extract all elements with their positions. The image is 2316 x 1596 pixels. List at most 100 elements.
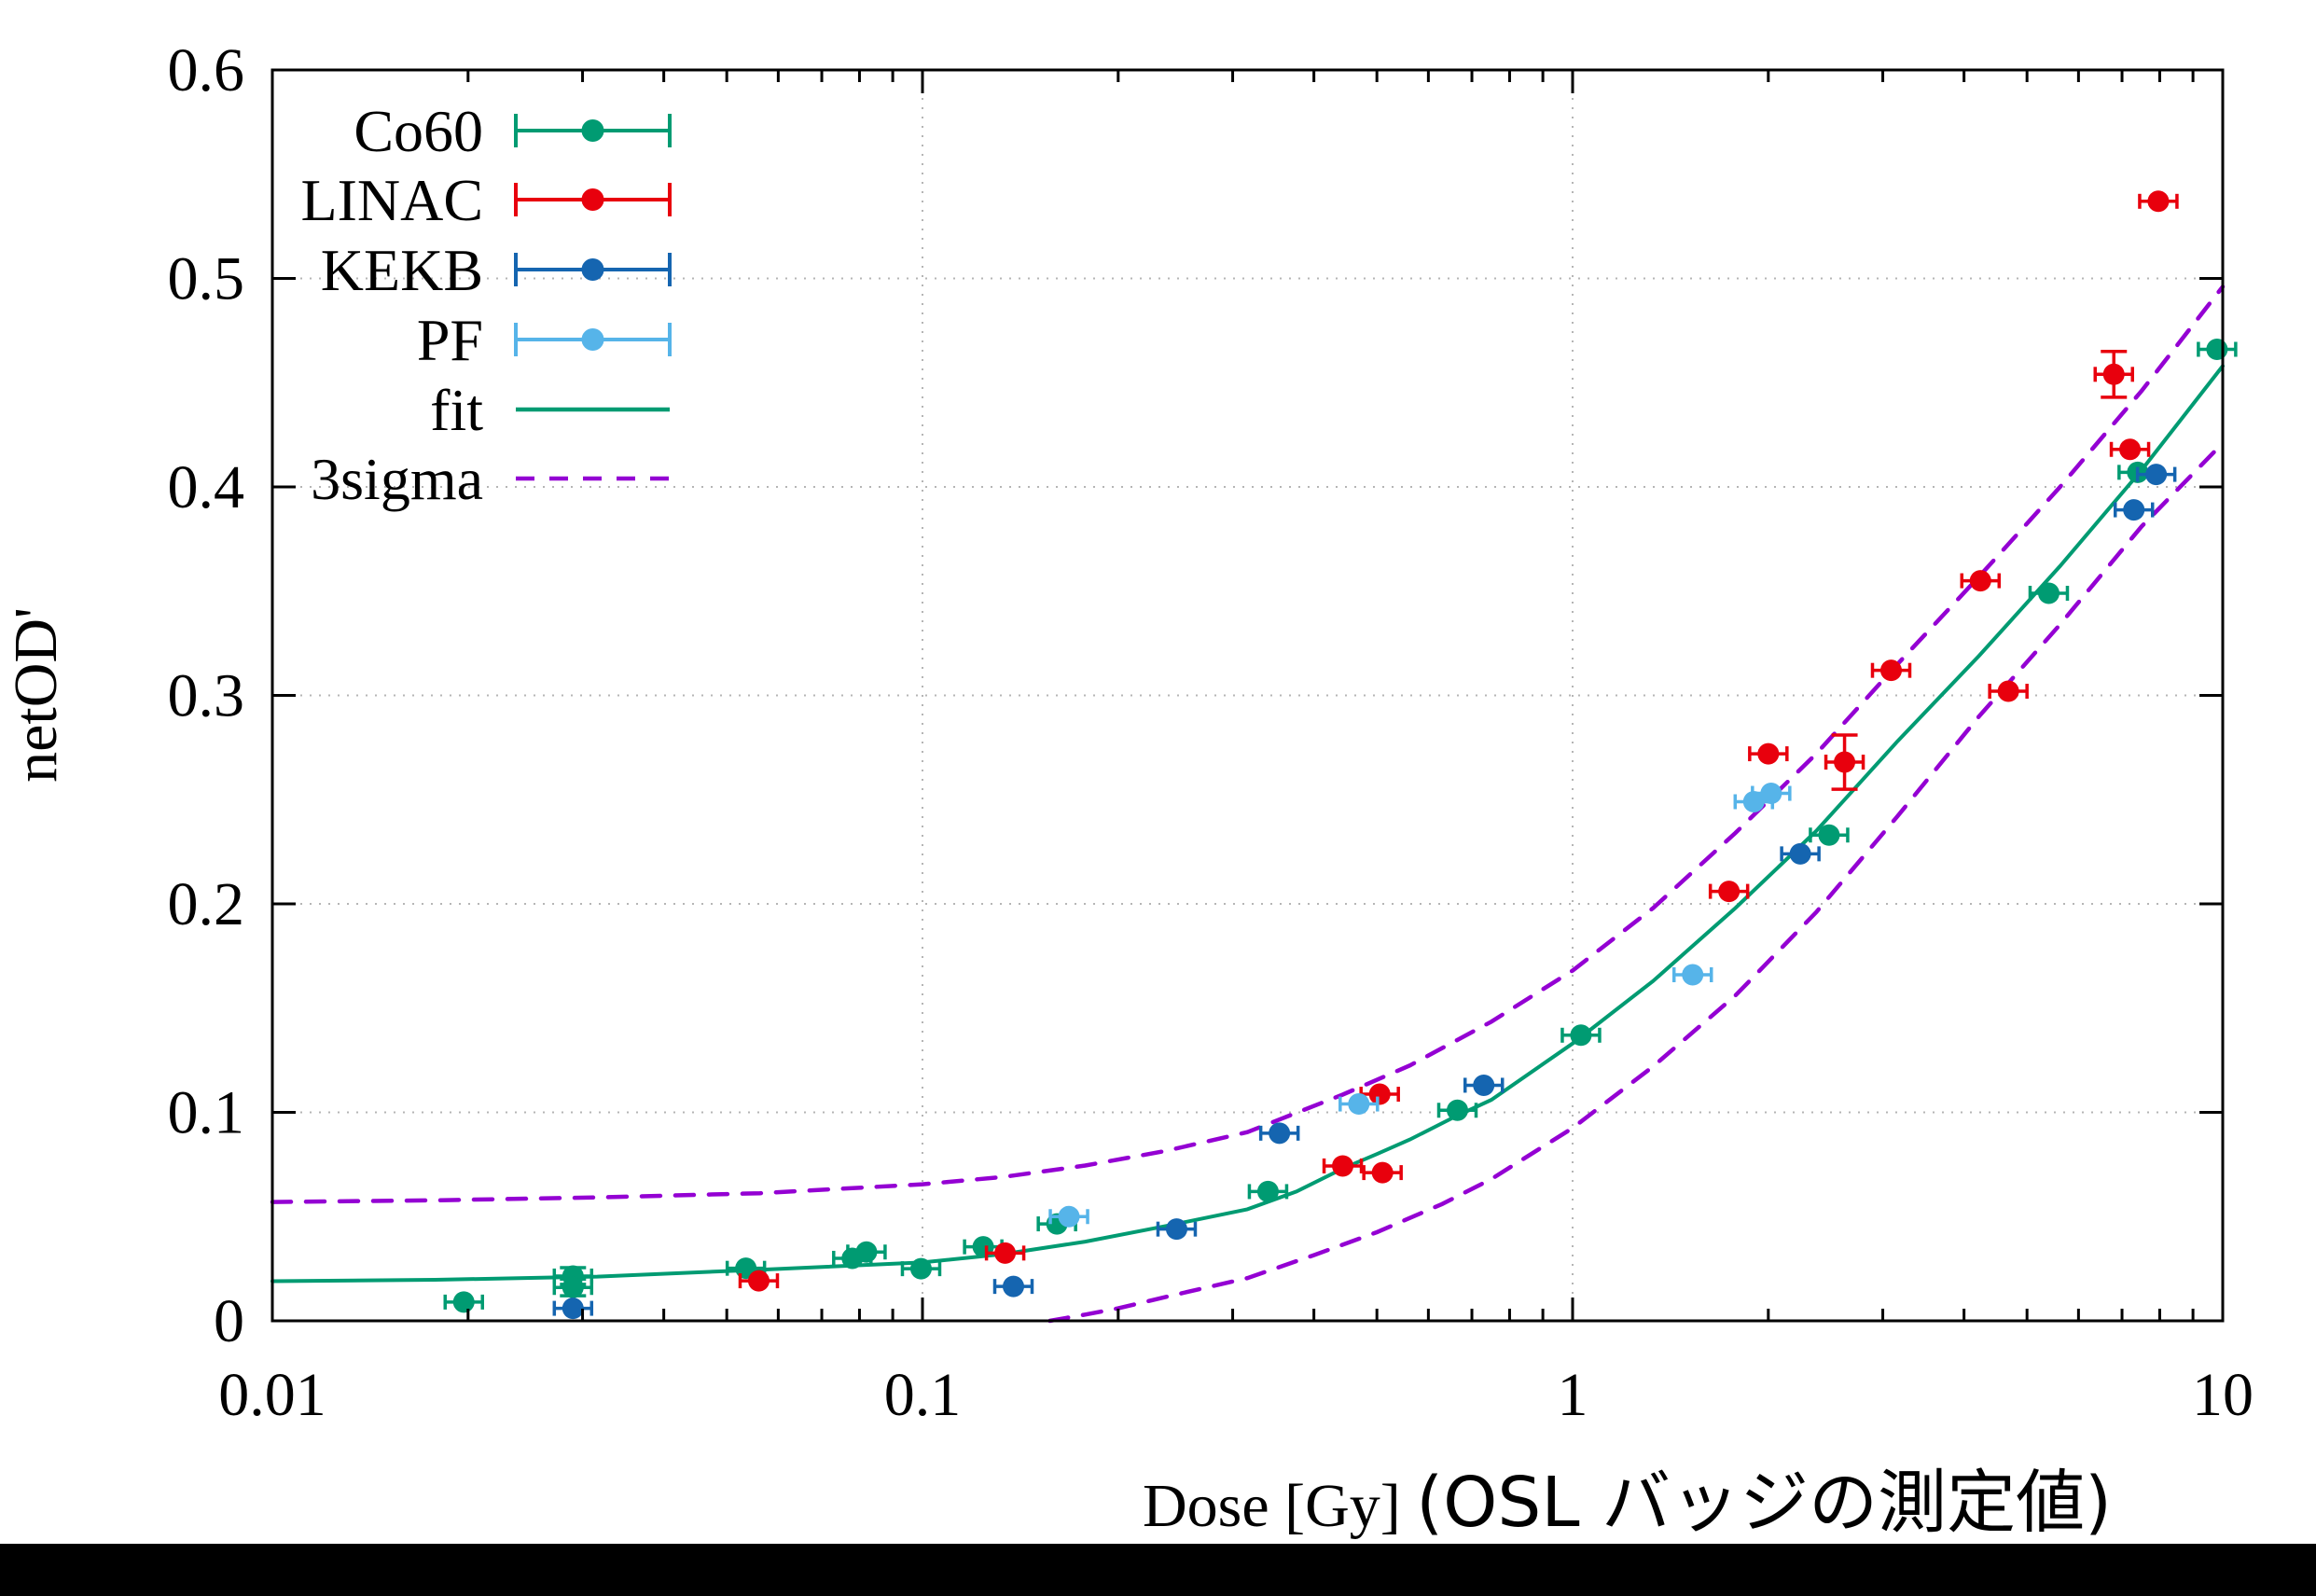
data-point-co60: [846, 1241, 887, 1263]
x-tick-label: 0.01: [218, 1361, 326, 1429]
data-point-linac: [1748, 742, 1789, 765]
data-point-linac: [1362, 1161, 1403, 1184]
data-point-linac: [1824, 733, 1865, 791]
data-marker: [1165, 1218, 1187, 1241]
data-point-kekb: [2113, 499, 2155, 521]
data-marker: [1789, 842, 1811, 865]
data-marker: [1002, 1275, 1024, 1298]
data-point-co60: [443, 1291, 484, 1313]
y-axis-label: netOD': [2, 607, 70, 783]
series-linac: [738, 190, 2179, 1292]
legend-item-3sigma: 3sigma: [311, 446, 670, 512]
data-marker: [1269, 1122, 1291, 1145]
data-marker: [1718, 881, 1740, 903]
data-marker: [1368, 1083, 1391, 1105]
data-point-pf: [1338, 1093, 1380, 1116]
data-marker: [1760, 783, 1782, 805]
data-marker: [2147, 190, 2170, 213]
data-point-co60: [2028, 582, 2070, 604]
data-point-co60: [1436, 1099, 1478, 1121]
data-marker: [452, 1291, 475, 1313]
axis-ticks: [270, 68, 2225, 1323]
x-axis-label: Dose [Gy] (OSL バッジの測定値): [1143, 1463, 2112, 1543]
data-point-linac: [1359, 1083, 1400, 1105]
x-axis-label-main: Dose [Gy]: [1143, 1472, 1416, 1540]
data-point-linac: [2093, 349, 2135, 399]
data-point-linac: [738, 1270, 780, 1292]
data-marker: [747, 1270, 770, 1292]
data-point-linac: [984, 1242, 1026, 1264]
fit-curve: [270, 364, 2225, 1284]
data-marker: [2206, 338, 2228, 360]
3sigma-upper-curve: [270, 285, 2226, 1204]
legend-label: PF: [417, 307, 483, 373]
data-marker: [2145, 464, 2168, 486]
legend-sample-marker: [581, 188, 604, 211]
data-point-kekb: [1258, 1122, 1300, 1145]
legend-label: LINAC: [300, 167, 483, 233]
data-marker: [2102, 363, 2125, 385]
y-tick-label: 0.1: [168, 1079, 245, 1147]
data-marker: [1834, 751, 1856, 773]
data-marker: [1332, 1155, 1354, 1177]
y-tick-label: 0: [214, 1287, 244, 1355]
data-point-kekb: [2135, 464, 2177, 486]
data-point-linac: [2109, 438, 2151, 461]
y-tick-label: 0.3: [168, 662, 245, 730]
data-point-co60: [1809, 824, 1850, 846]
legend-item-kekb: KEKB: [321, 237, 672, 303]
data-marker: [1058, 1205, 1080, 1228]
gridlines: [272, 70, 2223, 1321]
data-point-linac: [1322, 1155, 1364, 1177]
data-point-linac: [1708, 881, 1750, 903]
data-marker: [1997, 680, 2019, 702]
legend-item-co60: Co60: [354, 98, 672, 164]
data-marker: [1818, 824, 1840, 846]
legend-sample-marker: [581, 258, 604, 281]
data-point-kekb: [552, 1298, 594, 1320]
legend-item-pf: PF: [417, 307, 672, 373]
series-kekb: [552, 464, 2177, 1320]
data-marker: [855, 1241, 878, 1263]
data-point-pf: [1048, 1205, 1089, 1228]
data-marker: [562, 1298, 584, 1320]
legend-sample-marker: [581, 328, 604, 351]
data-point-kekb: [992, 1275, 1034, 1298]
legend-item-linac: LINAC: [300, 167, 672, 233]
x-axis-label-note: (OSL バッジの測定値): [1416, 1463, 2112, 1543]
data-point-co60: [1247, 1180, 1289, 1202]
data-point-linac: [1870, 659, 1912, 682]
data-marker: [562, 1276, 584, 1298]
data-point-pf: [1751, 783, 1792, 805]
data-point-linac: [1960, 570, 2002, 592]
data-marker: [1757, 742, 1780, 765]
y-tick-label: 0.6: [168, 36, 245, 104]
data-marker: [1371, 1161, 1394, 1184]
data-point-linac: [1988, 680, 2029, 702]
y-tick-label: 0.4: [168, 453, 245, 521]
data-marker: [2123, 499, 2145, 521]
data-marker: [2037, 582, 2059, 604]
3sigma-lower-curve: [1047, 440, 2226, 1324]
data-marker: [1969, 570, 1991, 592]
data-marker: [1473, 1074, 1495, 1096]
data-point-pf: [1733, 790, 1775, 812]
data-marker: [1447, 1099, 1469, 1121]
y-tick-label: 0.2: [168, 870, 245, 938]
data-marker: [2119, 438, 2142, 461]
legend-sample-marker: [581, 119, 604, 142]
x-tick-label: 1: [1558, 1361, 1588, 1429]
bottom-black-bar: [0, 1544, 2316, 1596]
data-point-kekb: [1463, 1074, 1505, 1096]
data-marker: [1880, 659, 1903, 682]
data-point-pf: [1671, 964, 1713, 986]
data-marker: [1570, 1024, 1592, 1047]
legend-item-fit: fit: [430, 377, 670, 443]
x-tick-label: 0.1: [884, 1361, 962, 1429]
data-point-kekb: [1780, 842, 1821, 865]
data-point-co60: [900, 1257, 942, 1280]
legend-label: Co60: [354, 98, 483, 164]
